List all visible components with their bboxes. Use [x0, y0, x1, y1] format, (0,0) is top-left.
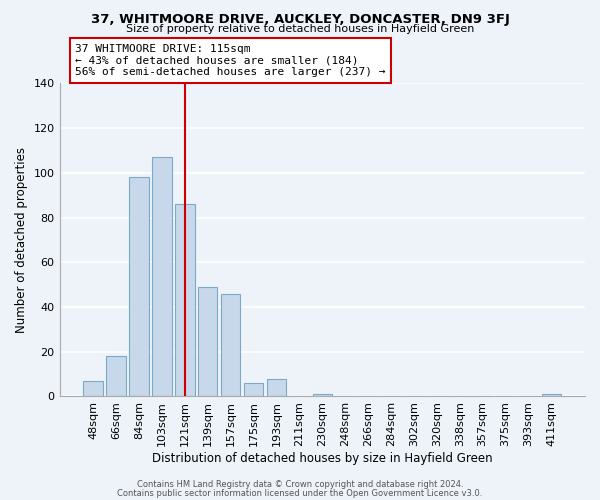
Bar: [198, 287, 217, 397]
Bar: [83, 381, 103, 396]
Y-axis label: Number of detached properties: Number of detached properties: [15, 147, 28, 333]
Bar: [175, 204, 194, 396]
Bar: [542, 394, 561, 396]
Text: Contains HM Land Registry data © Crown copyright and database right 2024.: Contains HM Land Registry data © Crown c…: [137, 480, 463, 489]
Text: Contains public sector information licensed under the Open Government Licence v3: Contains public sector information licen…: [118, 488, 482, 498]
Bar: [106, 356, 126, 397]
Bar: [129, 178, 149, 396]
Text: Size of property relative to detached houses in Hayfield Green: Size of property relative to detached ho…: [126, 24, 474, 34]
Bar: [244, 383, 263, 396]
Bar: [152, 157, 172, 396]
Bar: [267, 378, 286, 396]
Text: 37 WHITMOORE DRIVE: 115sqm
← 43% of detached houses are smaller (184)
56% of sem: 37 WHITMOORE DRIVE: 115sqm ← 43% of deta…: [76, 44, 386, 77]
Bar: [221, 294, 241, 397]
Bar: [313, 394, 332, 396]
Text: 37, WHITMOORE DRIVE, AUCKLEY, DONCASTER, DN9 3FJ: 37, WHITMOORE DRIVE, AUCKLEY, DONCASTER,…: [91, 12, 509, 26]
X-axis label: Distribution of detached houses by size in Hayfield Green: Distribution of detached houses by size …: [152, 452, 493, 465]
